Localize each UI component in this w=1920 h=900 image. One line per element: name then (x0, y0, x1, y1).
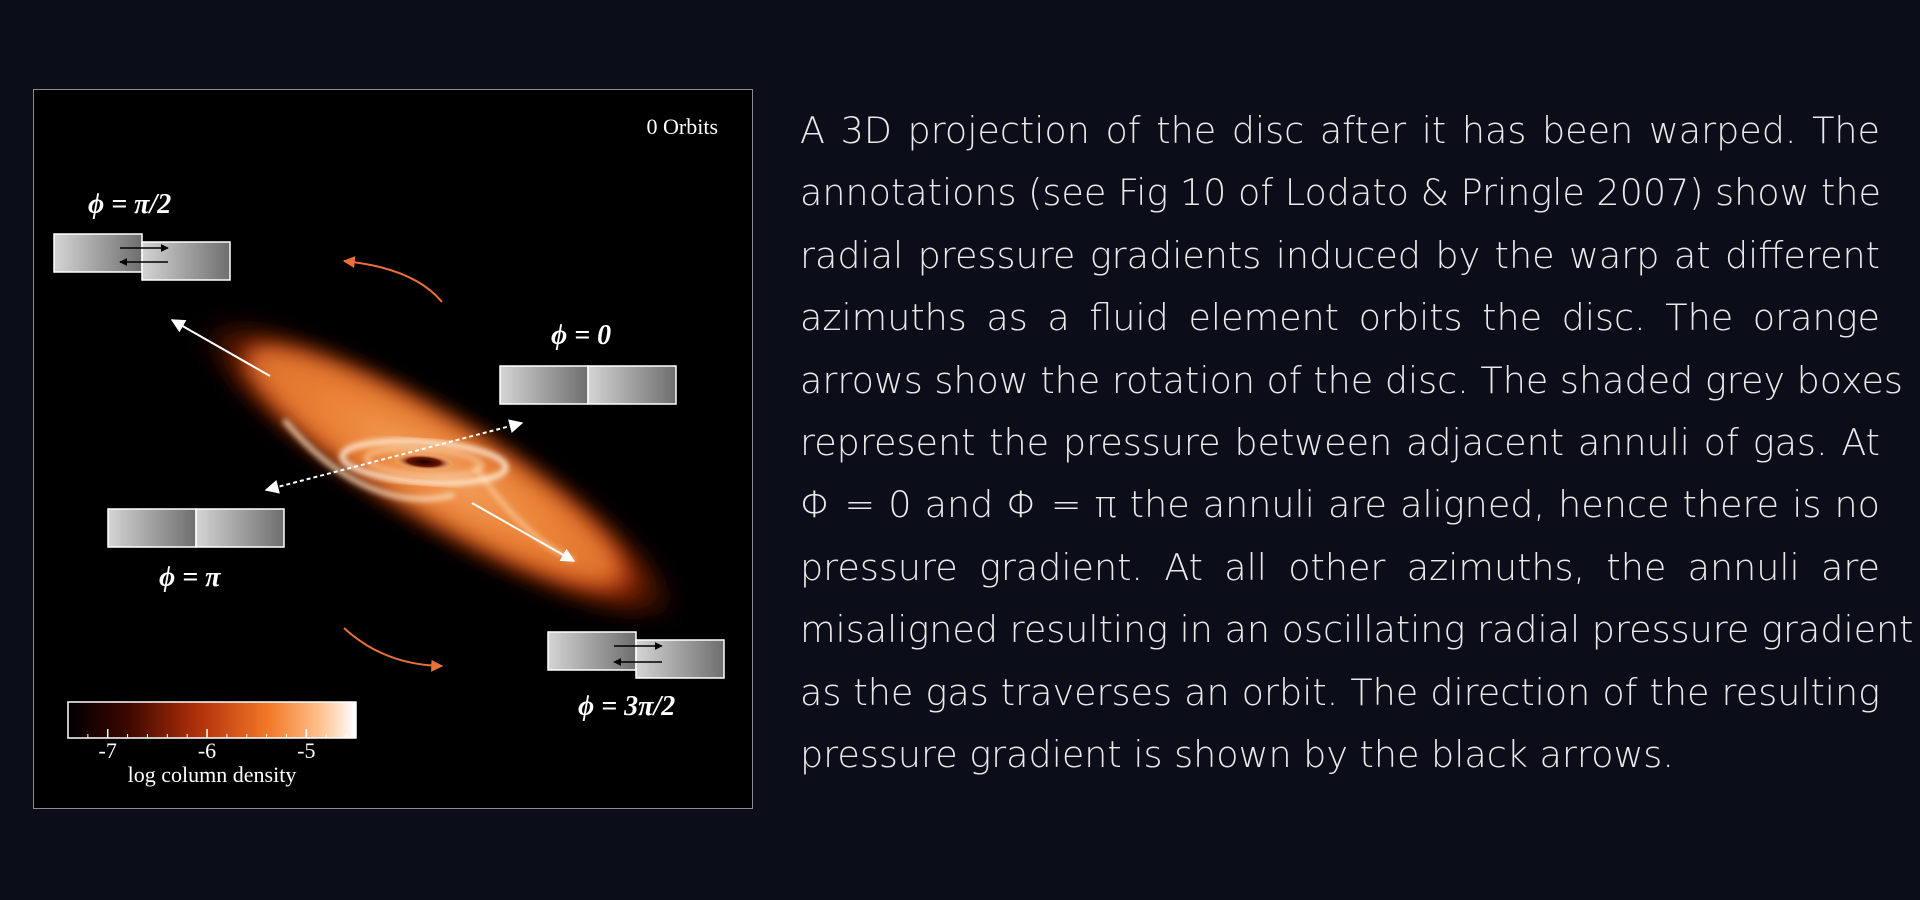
caption-line: annotations (see Fig 10 of Lodato & Prin… (800, 171, 1881, 215)
caption-line: represent the pressure between adjacent … (800, 421, 1880, 465)
pressure-boxes-phi-0 (499, 365, 677, 405)
line-of-nodes-arrow (264, 419, 524, 494)
orbit-count-label: 0 Orbits (647, 114, 719, 139)
rotation-arrow-top (342, 256, 443, 303)
azimuth-label-3pi-half: ϕ = 3π/2 (578, 691, 675, 722)
upper-normal-arrow (170, 319, 271, 377)
colorbar-tick-label: -6 (198, 738, 216, 763)
colorbar-tick-label: -5 (297, 738, 315, 763)
rotation-arrow-bottom (343, 627, 444, 672)
azimuth-label-pi-half: ϕ = π/2 (88, 189, 171, 220)
caption-line: Φ = 0 and Φ = π the annuli are aligned, … (800, 483, 1880, 527)
warped-disc-figure: 0 Orbits ϕ = π/2 ϕ = 0 ϕ = π ϕ = 3π/2 -7… (33, 89, 753, 809)
caption-line: misaligned resulting in an oscillating r… (800, 608, 1914, 652)
caption-line: azimuths as a fluid element orbits the d… (800, 296, 1880, 340)
azimuth-label-pi: ϕ = π (159, 562, 221, 593)
caption-line: as the gas traverses an orbit. The direc… (800, 670, 1880, 714)
caption-line: A 3D projection of the disc after it has… (800, 109, 1880, 152)
lower-normal-arrow (471, 502, 576, 562)
caption-line: arrows show the rotation of the disc. Th… (800, 358, 1903, 402)
caption-line: radial pressure gradients induced by the… (800, 233, 1880, 277)
colorbar-ticks: -7 -6 -5 (67, 729, 347, 763)
caption-line: pressure gradient is shown by the black … (800, 733, 1674, 777)
colorbar: -7 -6 -5 log column density (67, 701, 357, 787)
colorbar-tick-label: -7 (99, 738, 117, 763)
warped-disc-image (192, 313, 686, 627)
azimuth-label-0: ϕ = 0 (551, 320, 611, 351)
pressure-boxes-phi-pi-half (53, 233, 231, 281)
colorbar-gradient (67, 701, 357, 739)
pressure-boxes-phi-pi (107, 508, 285, 548)
figure-caption: A 3D projection of the disc after it has… (800, 100, 1914, 786)
caption-line: pressure gradient. At all other azimuths… (800, 545, 1880, 589)
colorbar-label: log column density (128, 762, 297, 787)
pressure-boxes-phi-3pi-half (547, 631, 725, 679)
figure-canvas: 0 Orbits ϕ = π/2 ϕ = 0 ϕ = π ϕ = 3π/2 -7… (53, 114, 725, 787)
